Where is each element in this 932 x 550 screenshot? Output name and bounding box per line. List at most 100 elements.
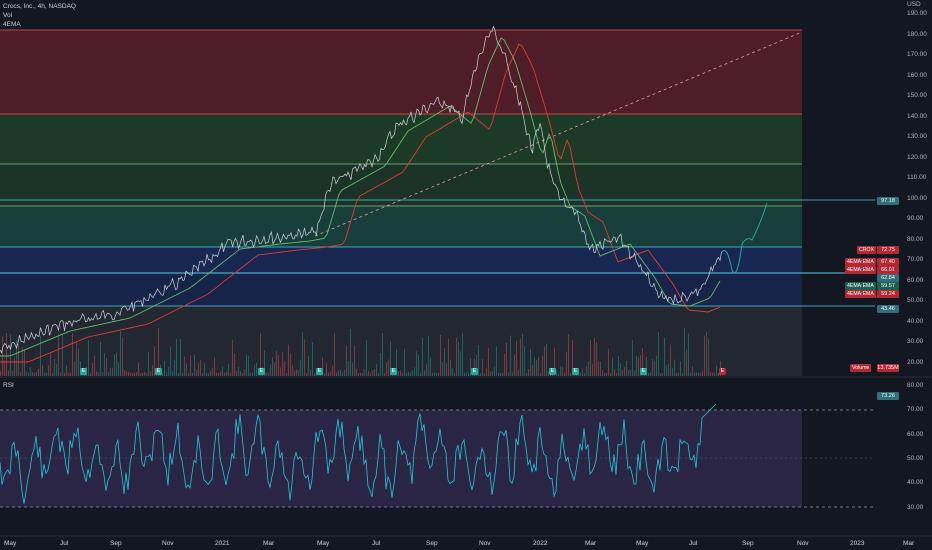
volume-bar [260, 333, 261, 376]
volume-bar [240, 370, 241, 376]
volume-bar [214, 357, 215, 376]
earnings-marker[interactable]: E [80, 368, 87, 375]
earnings-marker[interactable]: E [549, 368, 556, 375]
ema-label-1: 4EMA:EMA [845, 258, 876, 266]
volume-bar [226, 371, 227, 376]
volume-bar [206, 372, 207, 376]
earnings-marker[interactable]: E [258, 368, 265, 375]
volume-bar [296, 369, 297, 376]
volume-bar [30, 367, 31, 376]
volume-bar [446, 363, 447, 376]
volume-bar [282, 352, 283, 376]
volume-bar [452, 368, 453, 376]
volume-bar [530, 348, 531, 376]
volume-bar [324, 372, 325, 376]
volume-bar [414, 367, 415, 376]
volume-legend[interactable]: Vol [3, 12, 13, 19]
volume-bar [36, 371, 37, 376]
ema-label-3: 4EMA:EMA [845, 282, 876, 290]
volume-bar [668, 363, 669, 376]
volume-bar [270, 364, 271, 376]
volume-bar [410, 372, 411, 376]
volume-bar [630, 370, 631, 376]
volume-bar [400, 370, 401, 376]
volume-bar [426, 363, 427, 376]
fib-zone-green-2 [0, 164, 802, 206]
volume-bar [560, 366, 561, 376]
volume-bar [362, 372, 363, 376]
volume-bar [672, 367, 673, 376]
time-tick: Jul [60, 540, 69, 547]
current-level-tag: 62.84 [877, 274, 899, 282]
volume-bar [422, 337, 423, 376]
volume-bar [22, 346, 23, 376]
earnings-marker[interactable]: E [719, 368, 726, 375]
volume-bar [360, 372, 361, 376]
volume-bar [562, 366, 563, 376]
time-tick: 2023 [850, 540, 865, 547]
earnings-marker[interactable]: E [390, 368, 397, 375]
earnings-marker[interactable]: E [471, 368, 478, 375]
volume-bar [358, 372, 359, 376]
volume-bar [146, 372, 147, 376]
volume-bar [120, 331, 121, 376]
volume-bar [634, 369, 635, 376]
price-tick: 120.00 [907, 153, 927, 161]
earnings-marker[interactable]: E [640, 368, 647, 375]
volume-bar [508, 372, 509, 376]
volume-bar [460, 351, 461, 376]
volume-bar [660, 372, 661, 376]
volume-bar [514, 354, 515, 376]
fib-zone-grey [0, 306, 802, 376]
volume-bar [702, 370, 703, 376]
rsi-tick: 40.00 [907, 479, 924, 487]
time-tick: Sep [742, 540, 754, 547]
volume-bar [580, 372, 581, 376]
volume-bar [352, 362, 353, 376]
earnings-marker[interactable]: E [316, 368, 323, 375]
volume-bar [628, 369, 629, 376]
volume-bar [696, 372, 697, 376]
volume-bar [244, 369, 245, 376]
crox-last-tag: 72.75 [877, 246, 899, 254]
volume-bar [384, 372, 385, 376]
volume-bar [304, 339, 305, 376]
rsi-legend[interactable]: RSI [3, 382, 14, 389]
volume-bar [470, 358, 471, 376]
volume-bar [182, 372, 183, 376]
volume-bar [224, 372, 225, 376]
time-tick: Nov [797, 540, 809, 547]
volume-bar [536, 359, 537, 376]
volume-bar [526, 372, 527, 376]
volume-bar [130, 372, 131, 376]
ema-legend[interactable]: 4EMA [3, 21, 21, 28]
volume-bar [624, 367, 625, 376]
time-tick: Mar [263, 540, 275, 547]
earnings-marker[interactable]: E [572, 368, 579, 375]
earnings-marker[interactable]: E [155, 368, 162, 375]
price-tick: 80.00 [907, 235, 924, 243]
volume-bar [332, 365, 333, 376]
volume-bar [650, 371, 651, 376]
volume-bar [118, 362, 119, 376]
volume-bar [520, 338, 521, 376]
time-tick: May [4, 540, 17, 547]
volume-bar [602, 369, 603, 376]
volume-bar [102, 372, 103, 376]
volume-value-tag: 13.735M [877, 364, 899, 372]
volume-bar [176, 338, 177, 376]
volume-bar [418, 354, 419, 376]
volume-bar [592, 364, 593, 376]
volume-bar [382, 333, 383, 376]
volume-bar [236, 371, 237, 376]
price-tick: 50.00 [907, 297, 924, 304]
volume-bar [12, 370, 13, 376]
volume-bar [92, 362, 93, 376]
volume-bar [368, 371, 369, 376]
volume-bar [186, 363, 187, 376]
volume-bar [266, 372, 267, 376]
volume-bar [596, 342, 597, 376]
volume-bar [328, 372, 329, 376]
symbol-legend[interactable]: Crocs, Inc., 4h, NASDAQ [3, 3, 76, 10]
